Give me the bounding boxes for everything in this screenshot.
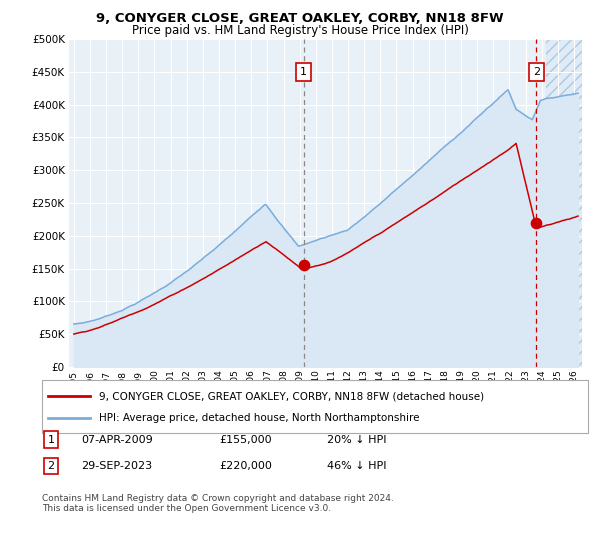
Text: 07-APR-2009: 07-APR-2009 bbox=[81, 435, 153, 445]
Bar bbox=[546, 39, 582, 367]
Text: 2: 2 bbox=[533, 67, 540, 77]
Point bbox=[532, 218, 541, 227]
Text: £220,000: £220,000 bbox=[219, 461, 272, 471]
Text: £155,000: £155,000 bbox=[219, 435, 272, 445]
Text: Price paid vs. HM Land Registry's House Price Index (HPI): Price paid vs. HM Land Registry's House … bbox=[131, 24, 469, 36]
Point bbox=[299, 261, 308, 270]
Text: 2: 2 bbox=[47, 461, 55, 471]
Text: Contains HM Land Registry data © Crown copyright and database right 2024.
This d: Contains HM Land Registry data © Crown c… bbox=[42, 494, 394, 514]
Text: 20% ↓ HPI: 20% ↓ HPI bbox=[327, 435, 386, 445]
Bar bbox=[546, 39, 582, 367]
Text: 1: 1 bbox=[47, 435, 55, 445]
Text: 9, CONYGER CLOSE, GREAT OAKLEY, CORBY, NN18 8FW: 9, CONYGER CLOSE, GREAT OAKLEY, CORBY, N… bbox=[96, 12, 504, 25]
Text: 46% ↓ HPI: 46% ↓ HPI bbox=[327, 461, 386, 471]
Text: HPI: Average price, detached house, North Northamptonshire: HPI: Average price, detached house, Nort… bbox=[99, 413, 419, 423]
Text: 1: 1 bbox=[300, 67, 307, 77]
Text: 9, CONYGER CLOSE, GREAT OAKLEY, CORBY, NN18 8FW (detached house): 9, CONYGER CLOSE, GREAT OAKLEY, CORBY, N… bbox=[99, 391, 484, 402]
Text: 29-SEP-2023: 29-SEP-2023 bbox=[81, 461, 152, 471]
